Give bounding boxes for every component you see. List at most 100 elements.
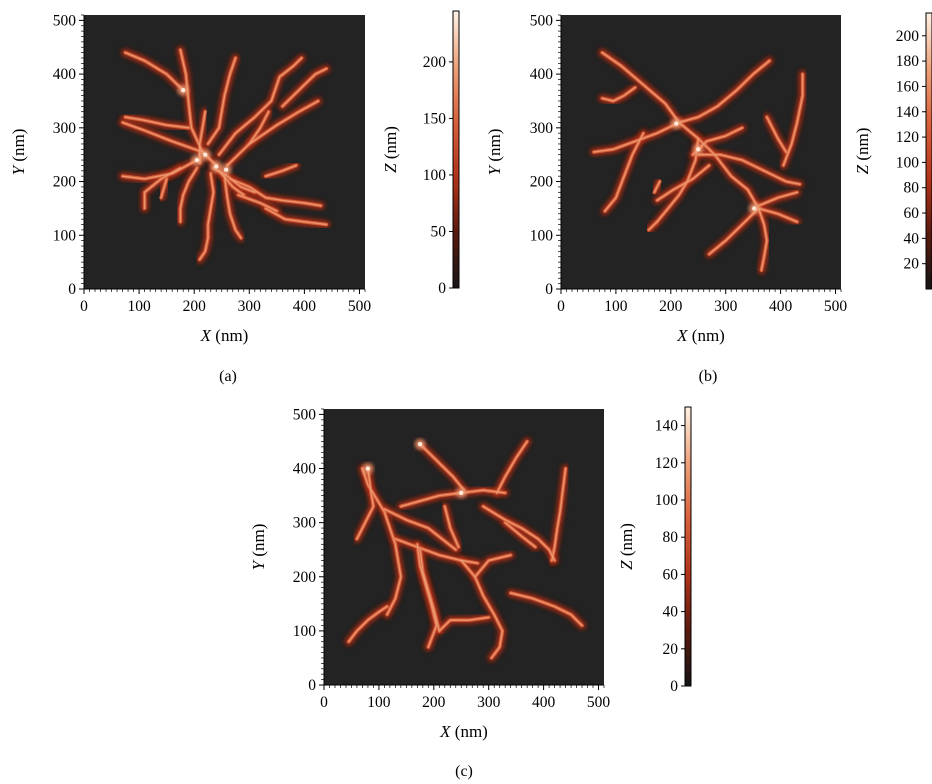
structure-branch [218, 57, 303, 156]
structure-branch [509, 592, 583, 627]
bright-spot-core [223, 167, 229, 172]
structure-branch [656, 164, 710, 202]
structure-branch [653, 180, 661, 194]
structure-branch [757, 191, 798, 207]
structure-branch [121, 159, 198, 180]
x-tick-label: 0 [557, 298, 565, 315]
structure-branch [143, 167, 182, 210]
x-tick-label: 500 [348, 298, 372, 315]
x-tick-label: 400 [532, 694, 556, 711]
y-tick-label: 0 [68, 281, 76, 298]
x-tick-label: 400 [293, 298, 317, 315]
y-tick-label: 100 [53, 227, 77, 244]
colorbar-tick-label: 100 [655, 492, 679, 509]
structure-branch [347, 605, 388, 643]
bright-spot-core [674, 121, 679, 126]
colorbar-tick-label: 140 [896, 104, 920, 121]
structure-branch [179, 167, 198, 223]
bright-spot-core [459, 490, 464, 496]
structure-branch [504, 521, 537, 548]
x-tick-label: 200 [659, 298, 683, 315]
colorbar-tick-label: 20 [663, 641, 679, 658]
structure-branch [474, 554, 512, 578]
y-axis-title: Y (nm) [9, 129, 28, 176]
y-tick-label: 300 [293, 515, 317, 532]
bright-spot-core [180, 88, 186, 93]
structure-branch [121, 121, 204, 153]
structure-branch [551, 467, 567, 562]
x-tick-label: 0 [80, 298, 88, 315]
structure-branch [207, 57, 237, 145]
y-tick-label: 500 [530, 12, 554, 29]
panel-caption: (b) [699, 368, 718, 385]
structure-branch [604, 132, 645, 212]
colorbar-tick-label: 20 [904, 256, 920, 273]
structure-branch [708, 207, 760, 255]
colorbar-tick-label: 120 [655, 455, 679, 472]
panel-b: 0 100 200 300 400 500 0 100 200 300 400 500 X (nm) Y … [485, 12, 932, 385]
y-axis-title: Y (nm) [485, 129, 504, 176]
panel-caption: (c) [455, 763, 473, 780]
structure-branch [198, 110, 206, 164]
structure-branch [265, 164, 297, 177]
structure-branch [782, 73, 804, 167]
colorbar [925, 12, 932, 290]
y-tick-label: 400 [293, 461, 317, 478]
x-tick-label: 200 [183, 298, 207, 315]
bright-spot-core [214, 164, 219, 169]
structure-branch [400, 489, 506, 508]
x-tick-label: 100 [604, 298, 628, 315]
colorbar [452, 10, 460, 289]
structure-branch [248, 110, 270, 145]
x-tick-label: 500 [587, 694, 611, 711]
image-area [324, 409, 604, 685]
structure-branch [419, 443, 465, 491]
x-tick-label: 200 [422, 694, 446, 711]
structures [588, 47, 808, 276]
colorbar-tick-label: 0 [670, 678, 678, 695]
colorbar-tick-label: 120 [896, 129, 920, 146]
colorbar-tick-label: 40 [663, 604, 679, 621]
structure-branch [356, 467, 375, 540]
structure-branch [229, 178, 322, 207]
bright-spot-core [696, 147, 701, 152]
structure-branch [766, 116, 787, 153]
y-tick-label: 400 [530, 66, 554, 83]
colorbar-tick-label: 80 [663, 529, 679, 546]
structure-branch [124, 51, 184, 91]
structure-branch [757, 207, 798, 223]
structure-branch [124, 116, 190, 129]
colorbar-tick-label: 0 [438, 280, 446, 297]
y-axis-title: Y (nm) [249, 524, 268, 571]
structure-branch [237, 194, 278, 212]
structure-branch [383, 508, 457, 551]
y-tick-label: 0 [308, 677, 316, 694]
structure-branch [281, 67, 328, 108]
x-axis-title: X (nm) [676, 326, 725, 345]
x-axis-title: X (nm) [200, 326, 249, 345]
structures [117, 44, 332, 265]
colorbar-tick-label: 180 [896, 53, 920, 70]
y-tick-label: 200 [530, 174, 554, 191]
bright-spot-core [752, 206, 757, 211]
colorbar-tick-label: 150 [423, 110, 447, 127]
structure-branch [198, 172, 215, 261]
structure-branch [757, 207, 768, 271]
x-tick-label: 100 [367, 694, 391, 711]
structure-branch [593, 121, 680, 153]
structure-branch [648, 221, 658, 231]
structure-branch [656, 137, 700, 223]
bright-spot-core [203, 152, 208, 157]
x-tick-label: 500 [824, 298, 848, 315]
x-tick-label: 300 [238, 298, 262, 315]
y-tick-label: 300 [53, 120, 77, 137]
structure-branch [394, 538, 479, 564]
x-tick-label: 300 [477, 694, 501, 711]
structure-branch [482, 505, 556, 562]
colorbar-tick-label: 80 [904, 180, 920, 197]
bright-spot-core [417, 441, 423, 447]
colorbar-tick-label: 200 [896, 28, 920, 45]
structures [343, 436, 588, 664]
